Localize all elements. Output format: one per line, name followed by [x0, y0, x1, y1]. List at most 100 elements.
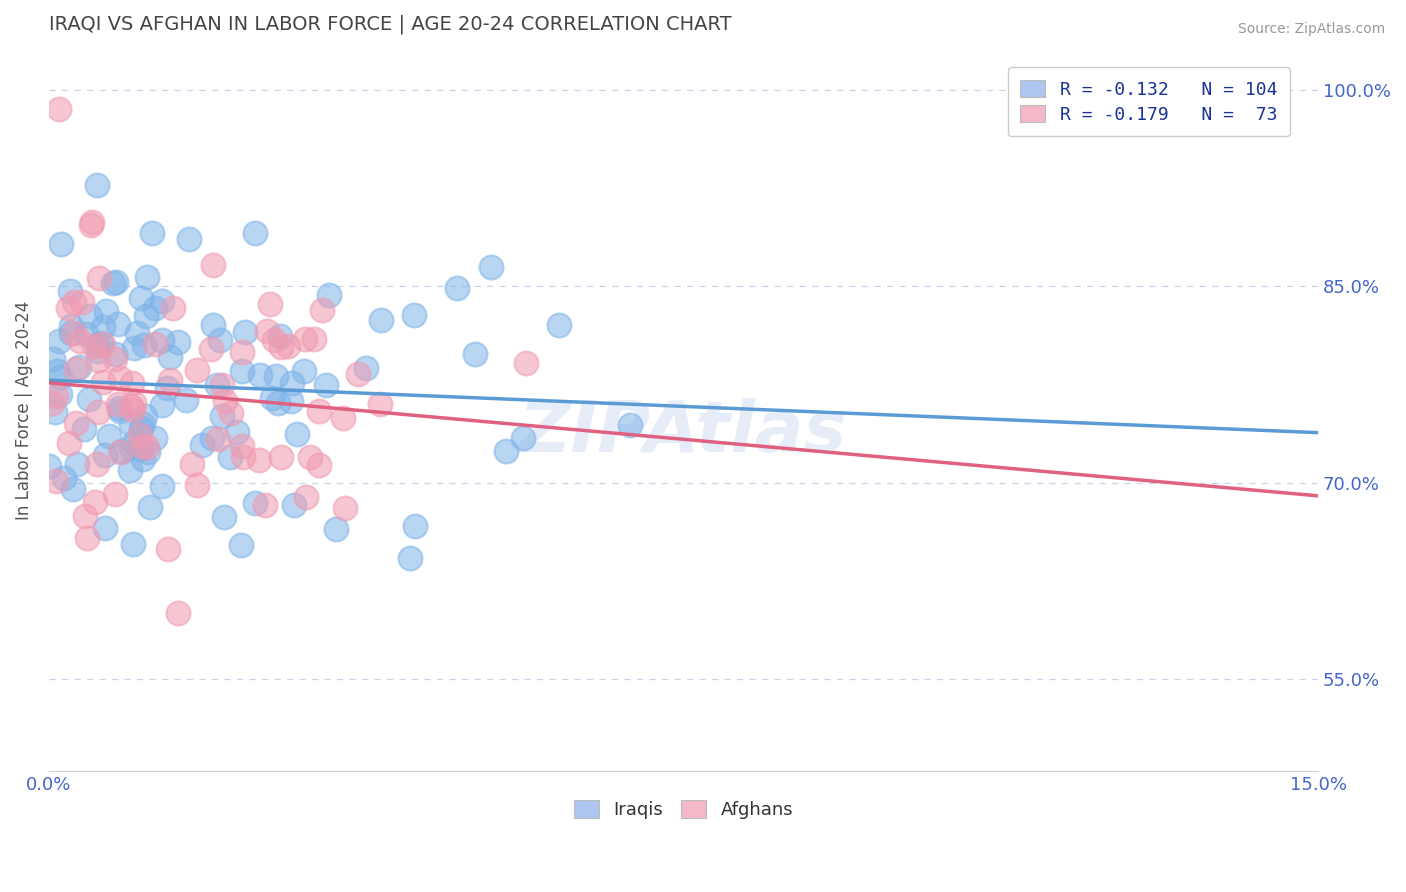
- Point: [87, 343, 110, 358]
- Point: [150, 294, 173, 309]
- Point: [107, 397, 129, 411]
- Point: [302, 332, 325, 346]
- Point: [280, 394, 302, 409]
- Point: [207, 377, 229, 392]
- Point: [156, 381, 179, 395]
- Point: [619, 417, 641, 432]
- Point: [325, 522, 347, 536]
- Point: [446, 281, 468, 295]
- Point: [263, 333, 285, 347]
- Point: [58, 301, 80, 315]
- Point: [107, 317, 129, 331]
- Point: [87, 338, 110, 352]
- Point: [479, 260, 502, 274]
- Point: [73, 509, 96, 524]
- Point: [270, 450, 292, 464]
- Point: [122, 341, 145, 355]
- Point: [150, 478, 173, 492]
- Point: [96, 303, 118, 318]
- Point: [105, 275, 128, 289]
- Point: [464, 347, 486, 361]
- Point: [58, 436, 80, 450]
- Point: [186, 363, 208, 377]
- Point: [211, 409, 233, 423]
- Point: [233, 325, 256, 339]
- Point: [104, 487, 127, 501]
- Point: [136, 444, 159, 458]
- Point: [120, 463, 142, 477]
- Point: [90, 336, 112, 351]
- Point: [276, 339, 298, 353]
- Point: [70, 294, 93, 309]
- Point: [79, 310, 101, 324]
- Point: [201, 431, 224, 445]
- Point: [60, 326, 83, 341]
- Point: [129, 428, 152, 442]
- Point: [63, 295, 86, 310]
- Point: [232, 450, 254, 464]
- Point: [108, 401, 131, 416]
- Point: [283, 498, 305, 512]
- Point: [120, 440, 142, 454]
- Point: [245, 226, 267, 240]
- Point: [259, 297, 281, 311]
- Point: [231, 538, 253, 552]
- Point: [298, 450, 321, 464]
- Point: [285, 426, 308, 441]
- Point: [65, 362, 87, 376]
- Point: [370, 313, 392, 327]
- Y-axis label: In Labor Force | Age 20-24: In Labor Force | Age 20-24: [15, 301, 32, 520]
- Point: [141, 227, 163, 241]
- Point: [167, 606, 190, 620]
- Point: [211, 377, 233, 392]
- Point: [150, 398, 173, 412]
- Point: [294, 332, 316, 346]
- Point: [209, 333, 232, 347]
- Point: [174, 393, 197, 408]
- Point: [84, 495, 107, 509]
- Point: [404, 308, 426, 322]
- Point: [65, 457, 87, 471]
- Point: [214, 394, 236, 409]
- Point: [94, 448, 117, 462]
- Point: [135, 310, 157, 324]
- Text: IRAQI VS AFGHAN IN LABOR FORCE | AGE 20-24 CORRELATION CHART: IRAQI VS AFGHAN IN LABOR FORCE | AGE 20-…: [49, 15, 731, 35]
- Point: [94, 521, 117, 535]
- Point: [294, 490, 316, 504]
- Point: [145, 337, 167, 351]
- Point: [131, 417, 153, 431]
- Point: [48, 102, 70, 116]
- Point: [333, 501, 356, 516]
- Point: [91, 376, 114, 390]
- Point: [131, 440, 153, 454]
- Point: [45, 389, 67, 403]
- Point: [159, 373, 181, 387]
- Point: [120, 399, 142, 413]
- Point: [136, 270, 159, 285]
- Point: [93, 320, 115, 334]
- Point: [128, 442, 150, 456]
- Point: [247, 452, 270, 467]
- Point: [38, 459, 60, 474]
- Point: [63, 326, 86, 340]
- Point: [143, 301, 166, 315]
- Point: [260, 391, 283, 405]
- Point: [512, 431, 534, 445]
- Point: [121, 402, 143, 417]
- Point: [132, 452, 155, 467]
- Text: ZIPAtlas: ZIPAtlas: [519, 398, 848, 467]
- Point: [122, 435, 145, 450]
- Point: [177, 232, 200, 246]
- Point: [41, 396, 63, 410]
- Point: [111, 444, 134, 458]
- Point: [315, 378, 337, 392]
- Point: [254, 498, 277, 512]
- Point: [121, 376, 143, 391]
- Point: [201, 258, 224, 272]
- Point: [249, 368, 271, 382]
- Point: [311, 303, 333, 318]
- Point: [398, 551, 420, 566]
- Point: [42, 351, 65, 366]
- Point: [46, 364, 69, 378]
- Point: [120, 417, 142, 431]
